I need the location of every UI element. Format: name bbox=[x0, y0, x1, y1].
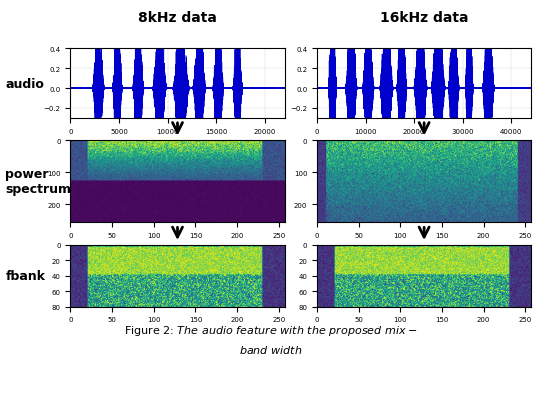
Text: audio: audio bbox=[5, 77, 44, 90]
Text: power
spectrum: power spectrum bbox=[5, 168, 72, 196]
Text: fbank: fbank bbox=[5, 270, 46, 283]
Text: 16kHz data: 16kHz data bbox=[380, 11, 468, 25]
Text: $\it{band\ width}$: $\it{band\ width}$ bbox=[239, 344, 303, 355]
Text: Figure 2: $\it{The\ audio\ feature\ with\ the\ proposed\ mix-}$: Figure 2: $\it{The\ audio\ feature\ with… bbox=[125, 323, 417, 337]
Text: 8kHz data: 8kHz data bbox=[138, 11, 217, 25]
